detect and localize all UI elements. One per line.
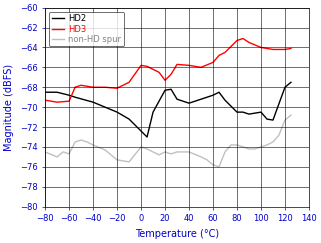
HD3 (163, 79, 167, 82)
non-HD spur (259, 146, 263, 148)
HD2 (271, 119, 275, 122)
Y-axis label: Magnitude (dBFS): Magnitude (dBFS) (4, 64, 14, 151)
X-axis label: Temperature (°C): Temperature (°C) (135, 229, 219, 239)
Legend: HD2, HD3, non-HD spur: HD2, HD3, non-HD spur (49, 12, 124, 46)
non-HD spur (241, 146, 245, 148)
HD3 (211, 61, 215, 64)
HD3 (265, 47, 269, 50)
non-HD spur (157, 153, 161, 156)
non-HD spur (265, 144, 269, 147)
HD2 (241, 111, 245, 113)
HD3 (199, 66, 203, 69)
HD2 (67, 94, 71, 97)
HD3 (169, 73, 173, 76)
non-HD spur (43, 150, 47, 153)
non-HD spur (175, 150, 179, 153)
non-HD spur (235, 144, 239, 147)
non-HD spur (223, 150, 227, 153)
HD3 (127, 81, 131, 84)
HD3 (139, 64, 143, 67)
non-HD spur (247, 148, 251, 150)
non-HD spur (169, 152, 173, 155)
HD3 (247, 41, 251, 44)
non-HD spur (91, 144, 95, 147)
HD3 (79, 84, 83, 87)
non-HD spur (187, 150, 191, 153)
HD2 (151, 111, 155, 113)
HD3 (145, 65, 149, 68)
HD3 (175, 63, 179, 66)
HD2 (55, 91, 59, 94)
non-HD spur (127, 160, 131, 163)
HD3 (289, 47, 293, 50)
non-HD spur (103, 148, 107, 151)
non-HD spur (67, 152, 71, 155)
HD2 (259, 111, 263, 113)
non-HD spur (139, 146, 143, 148)
Line: HD2: HD2 (45, 82, 291, 137)
HD3 (259, 46, 263, 49)
non-HD spur (61, 150, 65, 153)
non-HD spur (283, 119, 287, 122)
HD2 (199, 98, 203, 101)
HD3 (67, 100, 71, 103)
HD3 (223, 51, 227, 54)
non-HD spur (205, 158, 209, 161)
non-HD spur (55, 156, 59, 158)
HD2 (127, 118, 131, 121)
Line: HD3: HD3 (45, 38, 291, 102)
HD3 (157, 71, 161, 74)
HD3 (187, 64, 191, 67)
HD2 (235, 111, 239, 113)
HD3 (103, 86, 107, 89)
HD3 (235, 39, 239, 42)
HD2 (223, 99, 227, 102)
HD3 (73, 86, 77, 89)
HD3 (115, 87, 119, 90)
non-HD spur (115, 158, 119, 161)
HD3 (55, 101, 59, 104)
HD2 (169, 88, 173, 91)
HD3 (283, 48, 287, 51)
non-HD spur (199, 156, 203, 158)
non-HD spur (217, 165, 221, 168)
HD2 (217, 91, 221, 94)
HD2 (289, 81, 293, 84)
HD2 (91, 101, 95, 104)
HD3 (91, 86, 95, 89)
HD2 (211, 94, 215, 97)
HD2 (139, 130, 143, 132)
non-HD spur (271, 140, 275, 143)
HD2 (283, 86, 287, 89)
non-HD spur (289, 114, 293, 117)
non-HD spur (145, 148, 149, 150)
non-HD spur (277, 134, 281, 137)
HD3 (217, 54, 221, 57)
non-HD spur (79, 139, 83, 141)
non-HD spur (151, 150, 155, 153)
non-HD spur (229, 144, 233, 147)
HD3 (151, 68, 155, 71)
non-HD spur (85, 140, 89, 143)
HD2 (73, 96, 77, 99)
HD2 (145, 136, 149, 139)
HD3 (43, 99, 47, 102)
Line: non-HD spur: non-HD spur (45, 115, 291, 167)
HD2 (115, 111, 119, 113)
HD2 (187, 102, 191, 105)
HD2 (247, 113, 251, 116)
HD3 (271, 48, 275, 51)
HD3 (241, 37, 245, 40)
HD2 (43, 91, 47, 94)
HD2 (163, 89, 167, 92)
HD2 (265, 118, 269, 121)
non-HD spur (211, 163, 215, 166)
HD2 (103, 106, 107, 109)
non-HD spur (73, 140, 77, 143)
HD2 (175, 98, 179, 101)
non-HD spur (163, 150, 167, 153)
non-HD spur (253, 148, 257, 150)
